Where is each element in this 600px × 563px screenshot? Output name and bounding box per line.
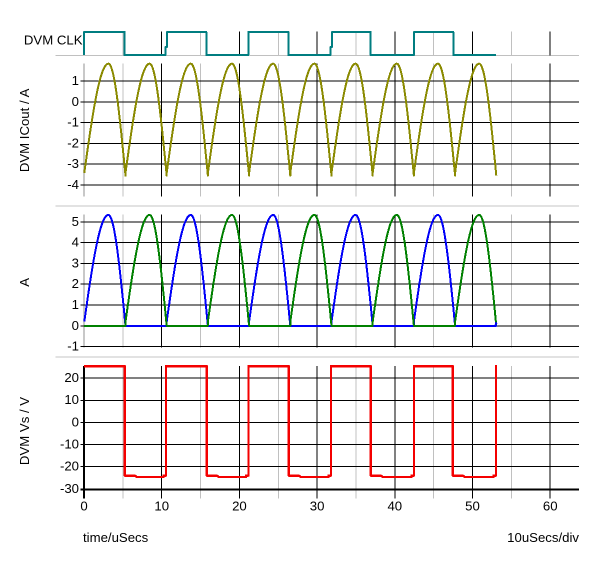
svg-text:3: 3 [72, 255, 79, 270]
svg-text:50: 50 [465, 499, 480, 514]
svg-text:-10: -10 [60, 437, 79, 452]
svg-text:60: 60 [543, 499, 558, 514]
svg-text:-2: -2 [67, 136, 79, 151]
svg-text:-20: -20 [60, 459, 79, 474]
svg-text:-30: -30 [60, 481, 79, 496]
svg-text:4: 4 [72, 235, 79, 250]
svg-text:-4: -4 [67, 177, 79, 192]
svg-text:time/uSecs: time/uSecs [83, 530, 149, 545]
svg-text:2: 2 [72, 276, 79, 291]
svg-text:20: 20 [232, 499, 247, 514]
svg-text:10uSecs/div: 10uSecs/div [507, 530, 579, 545]
svg-text:5: 5 [72, 214, 79, 229]
svg-text:1: 1 [72, 297, 79, 312]
svg-text:DVM CLK: DVM CLK [24, 33, 83, 48]
svg-text:10: 10 [154, 499, 169, 514]
svg-text:0: 0 [72, 94, 79, 109]
svg-text:1: 1 [72, 73, 79, 88]
svg-text:A: A [17, 278, 32, 287]
svg-text:-3: -3 [67, 156, 79, 171]
svg-text:DVM Vs / V: DVM Vs / V [17, 397, 32, 465]
svg-text:0: 0 [80, 499, 87, 514]
svg-text:0: 0 [72, 414, 79, 429]
svg-text:10: 10 [64, 392, 79, 407]
svg-text:-1: -1 [67, 115, 79, 130]
svg-text:0: 0 [72, 318, 79, 333]
svg-text:30: 30 [310, 499, 325, 514]
svg-text:20: 20 [64, 370, 79, 385]
svg-text:-1: -1 [67, 339, 79, 354]
svg-text:DVM ICout / A: DVM ICout / A [17, 88, 32, 172]
svg-text:40: 40 [387, 499, 402, 514]
